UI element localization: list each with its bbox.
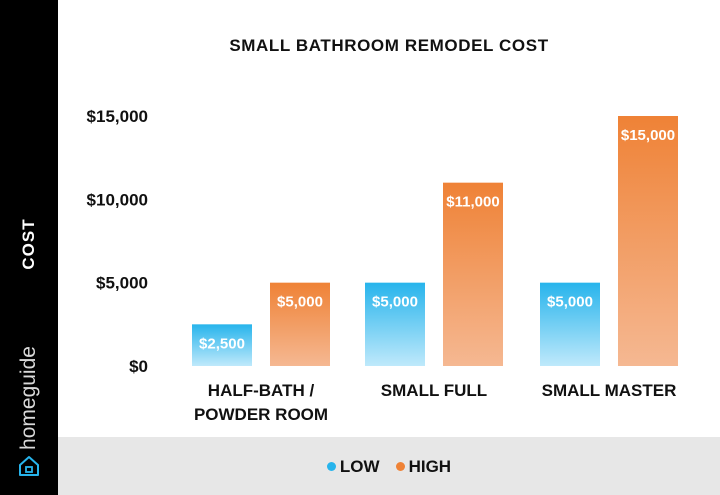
bar-high [270, 282, 330, 366]
house-icon [19, 456, 39, 476]
chart-title: SMALL BATHROOM REMODEL COST [229, 36, 549, 55]
legend-item-high: HIGH [395, 456, 452, 477]
data-label: $11,000 [446, 194, 499, 211]
data-label: $5,000 [372, 294, 418, 311]
legend-item-low: LOW [326, 456, 380, 477]
data-label: $5,000 [277, 294, 323, 311]
y-tick-label: $0 [129, 357, 148, 376]
data-label: $15,000 [621, 127, 675, 144]
data-label: $5,000 [547, 294, 593, 311]
bar-chart: $0 $5,000 $10,000 $15,000 $2,500 $5,000 $5,00… [87, 107, 678, 424]
x-category-label: HALF-BATH / POWDER ROOM [194, 381, 328, 424]
bar-low [365, 282, 425, 366]
legend-label: HIGH [408, 456, 452, 476]
legend: LOW HIGH [58, 456, 720, 477]
y-tick-label: $10,000 [87, 190, 148, 209]
y-tick-label: $5,000 [96, 274, 148, 293]
data-label: $2,500 [199, 335, 245, 352]
y-tick-label: $15,000 [87, 107, 148, 126]
legend-label: LOW [339, 456, 380, 476]
x-category-label: SMALL MASTER [542, 381, 677, 400]
legend-swatch [395, 462, 405, 471]
x-category-label: SMALL FULL [381, 381, 487, 400]
bar-high [618, 116, 678, 366]
legend-band: LOW HIGH [58, 437, 720, 495]
bar-low [540, 282, 600, 366]
sidebar: COST homeguide [0, 0, 58, 495]
bar-low [192, 324, 252, 366]
legend-swatch [326, 462, 336, 471]
y-axis-label: COST [19, 218, 38, 270]
bar-high [443, 182, 503, 366]
brand-logo-text: homeguide [17, 346, 40, 450]
